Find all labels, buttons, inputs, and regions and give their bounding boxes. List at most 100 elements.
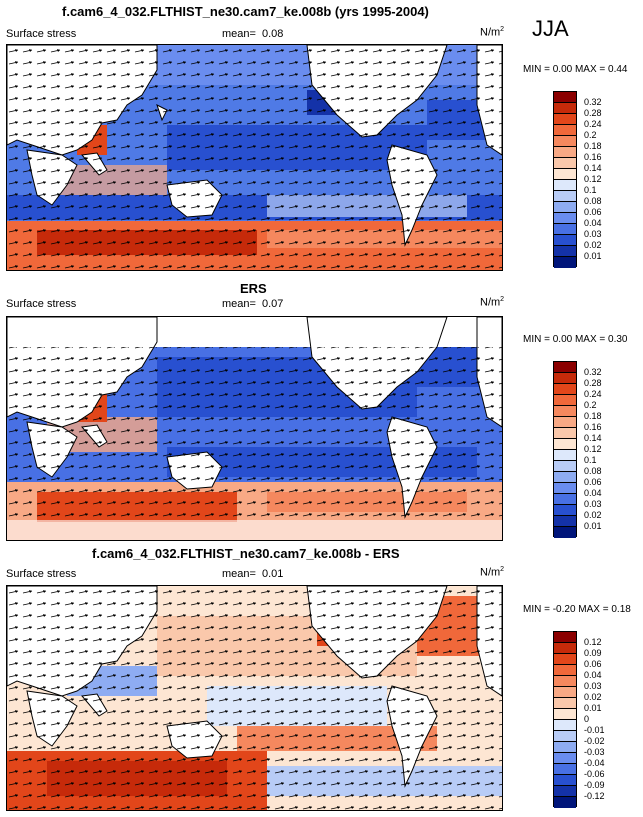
panel1-variable: Surface stress <box>6 28 77 40</box>
panel2-tick: 0.01 <box>584 521 602 531</box>
panel3-tick: -0.12 <box>584 791 605 801</box>
panel1-swatch-5 <box>554 136 576 147</box>
panel1-tick: 0.01 <box>584 251 602 261</box>
panel3-tick: -0.02 <box>584 736 605 746</box>
panel3-swatch-9 <box>554 720 576 731</box>
panel2-units: N/m2 <box>480 296 505 309</box>
panel3-swatch-15 <box>554 786 576 797</box>
panel1-tick: 0.16 <box>584 152 602 162</box>
panel1-tick: 0.2 <box>584 130 597 140</box>
panel3-tick: 0.03 <box>584 681 602 691</box>
panel2-tick: 0.14 <box>584 433 602 443</box>
panel1-swatch-7 <box>554 158 576 169</box>
panel1-tick: 0.1 <box>584 185 597 195</box>
panel1-units: N/m2 <box>480 26 505 39</box>
panel2-swatch-6 <box>554 417 576 428</box>
panel3-tick: -0.01 <box>584 725 605 735</box>
panel3-swatch-5 <box>554 676 576 687</box>
panel1-tick: 0.28 <box>584 108 602 118</box>
panel3-tick: 0.02 <box>584 692 602 702</box>
panel3-swatch-4 <box>554 665 576 676</box>
panel1-tick: 0.18 <box>584 141 602 151</box>
panel3-swatch-7 <box>554 698 576 709</box>
panel1-tick: 0.03 <box>584 229 602 239</box>
panel1-tick: 0.32 <box>584 97 602 107</box>
panel1-map <box>6 44 503 271</box>
panel1-swatch-9 <box>554 180 576 191</box>
panel2-variable: Surface stress <box>6 298 77 310</box>
panel2-swatch-16 <box>554 527 576 538</box>
panel1-swatch-14 <box>554 235 576 246</box>
panel3-tick: -0.09 <box>584 780 605 790</box>
panel1-colorbar-labels: 0.32 0.28 0.24 0.2 0.18 0.16 0.14 0.12 0… <box>584 91 624 267</box>
panel1-tick: 0.04 <box>584 218 602 228</box>
panel1-swatch-6 <box>554 147 576 158</box>
panel1-swatch-11 <box>554 202 576 213</box>
panel2-tick: 0.06 <box>584 477 602 487</box>
panel3-map <box>6 585 503 811</box>
panel1-swatch-10 <box>554 191 576 202</box>
panel2-swatch-11 <box>554 472 576 483</box>
panel3-tick: 0.09 <box>584 648 602 658</box>
panel3-tick: 0.01 <box>584 703 602 713</box>
panel2-tick: 0.32 <box>584 367 602 377</box>
panel2-mean-value: 0.07 <box>262 298 284 310</box>
panel1-swatch-3 <box>554 114 576 125</box>
panel2-swatch-14 <box>554 505 576 516</box>
panel2-mean-label: mean= <box>222 298 256 310</box>
panel3-swatch-2 <box>554 643 576 654</box>
panel2-tick: 0.18 <box>584 411 602 421</box>
panel1-swatch-13 <box>554 224 576 235</box>
panel3-swatch-14 <box>554 775 576 786</box>
panel2-swatch-9 <box>554 450 576 461</box>
panel1-swatch-8 <box>554 169 576 180</box>
panel2-tick: 0.24 <box>584 389 602 399</box>
panel3-swatch-6 <box>554 687 576 698</box>
panel3-colorbar-labels: 0.12 0.09 0.06 0.04 0.03 0.02 0.01 0 -0.… <box>584 631 624 807</box>
panel2-map <box>6 316 503 541</box>
panel3-tick: -0.06 <box>584 769 605 779</box>
panel3-tick: 0.04 <box>584 670 602 680</box>
panel1-mean-label: mean= <box>222 28 256 40</box>
panel2-swatch-2 <box>554 373 576 384</box>
panel2-tick: 0.16 <box>584 422 602 432</box>
panel3-swatch-3 <box>554 654 576 665</box>
panel1-swatch-4 <box>554 125 576 136</box>
panel3-tick: 0.12 <box>584 637 602 647</box>
panel2-tick: 0.28 <box>584 378 602 388</box>
panel1-tick: 0.08 <box>584 196 602 206</box>
panel2-tick: 0.12 <box>584 444 602 454</box>
panel2-swatch-5 <box>554 406 576 417</box>
panel3-tick: -0.03 <box>584 747 605 757</box>
panel3-minmax: MIN = -0.20 MAX = 0.18 <box>523 604 631 615</box>
panel3-swatch-12 <box>554 753 576 764</box>
panel2-swatch-8 <box>554 439 576 450</box>
panel2-tick: 0.08 <box>584 466 602 476</box>
panel1-swatch-15 <box>554 246 576 257</box>
panel1-mean-value: 0.08 <box>262 28 284 40</box>
panel3-swatch-1 <box>554 632 576 643</box>
panel1-minmax: MIN = 0.00 MAX = 0.44 <box>523 64 628 75</box>
panel1-tick: 0.12 <box>584 174 602 184</box>
panel2-swatch-12 <box>554 483 576 494</box>
panel1-swatch-12 <box>554 213 576 224</box>
panel3-swatch-8 <box>554 709 576 720</box>
panel1-tick: 0.14 <box>584 163 602 173</box>
panel1-colorbar <box>553 91 577 268</box>
panel2-swatch-13 <box>554 494 576 505</box>
panel3-mean-value: 0.01 <box>262 568 284 580</box>
panel2-title: ERS <box>240 281 267 296</box>
panel2-swatch-15 <box>554 516 576 527</box>
panel2-swatch-4 <box>554 395 576 406</box>
panel2-tick: 0.2 <box>584 400 597 410</box>
panel1-tick: 0.24 <box>584 119 602 129</box>
panel3-variable: Surface stress <box>6 568 77 580</box>
season-label: JJA <box>532 16 569 41</box>
panel3-tick: 0 <box>584 714 590 724</box>
panel2-minmax: MIN = 0.00 MAX = 0.30 <box>523 334 628 345</box>
panel3-swatch-10 <box>554 731 576 742</box>
panel2-tick: 0.1 <box>584 455 597 465</box>
panel3-swatch-16 <box>554 797 576 808</box>
panel1-swatch-2 <box>554 103 576 114</box>
panel3-swatch-11 <box>554 742 576 753</box>
